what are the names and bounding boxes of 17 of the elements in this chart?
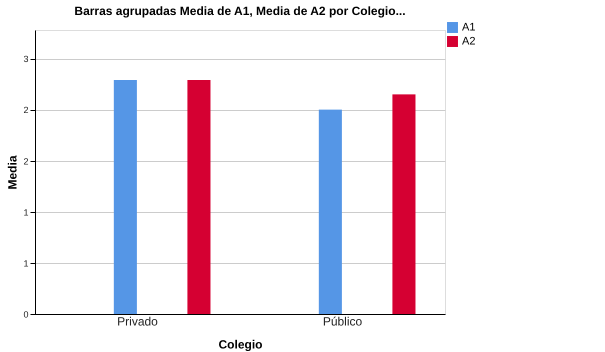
- chart-title: Barras agrupadas Media de A1, Media de A2 por Colegio...: [74, 4, 406, 18]
- x-axis-title: Colegio: [218, 338, 262, 352]
- y-tick-label: 2: [23, 105, 28, 116]
- y-tick-label: 1: [23, 258, 28, 268]
- bar: [392, 94, 416, 314]
- x-tick-label: Privado: [117, 314, 158, 328]
- bar: [318, 110, 342, 314]
- y-tick-label: 0: [23, 310, 28, 320]
- y-tick-label: 2: [23, 156, 28, 166]
- bar: [187, 80, 210, 314]
- legend-label: A2: [462, 36, 476, 48]
- y-tick-label: 3: [23, 54, 28, 64]
- x-tick-label: Público: [322, 314, 363, 328]
- bar: [114, 80, 137, 314]
- y-tick-label: 1: [23, 207, 28, 218]
- y-axis-title: Media: [5, 155, 20, 190]
- legend-label: A1: [462, 22, 476, 34]
